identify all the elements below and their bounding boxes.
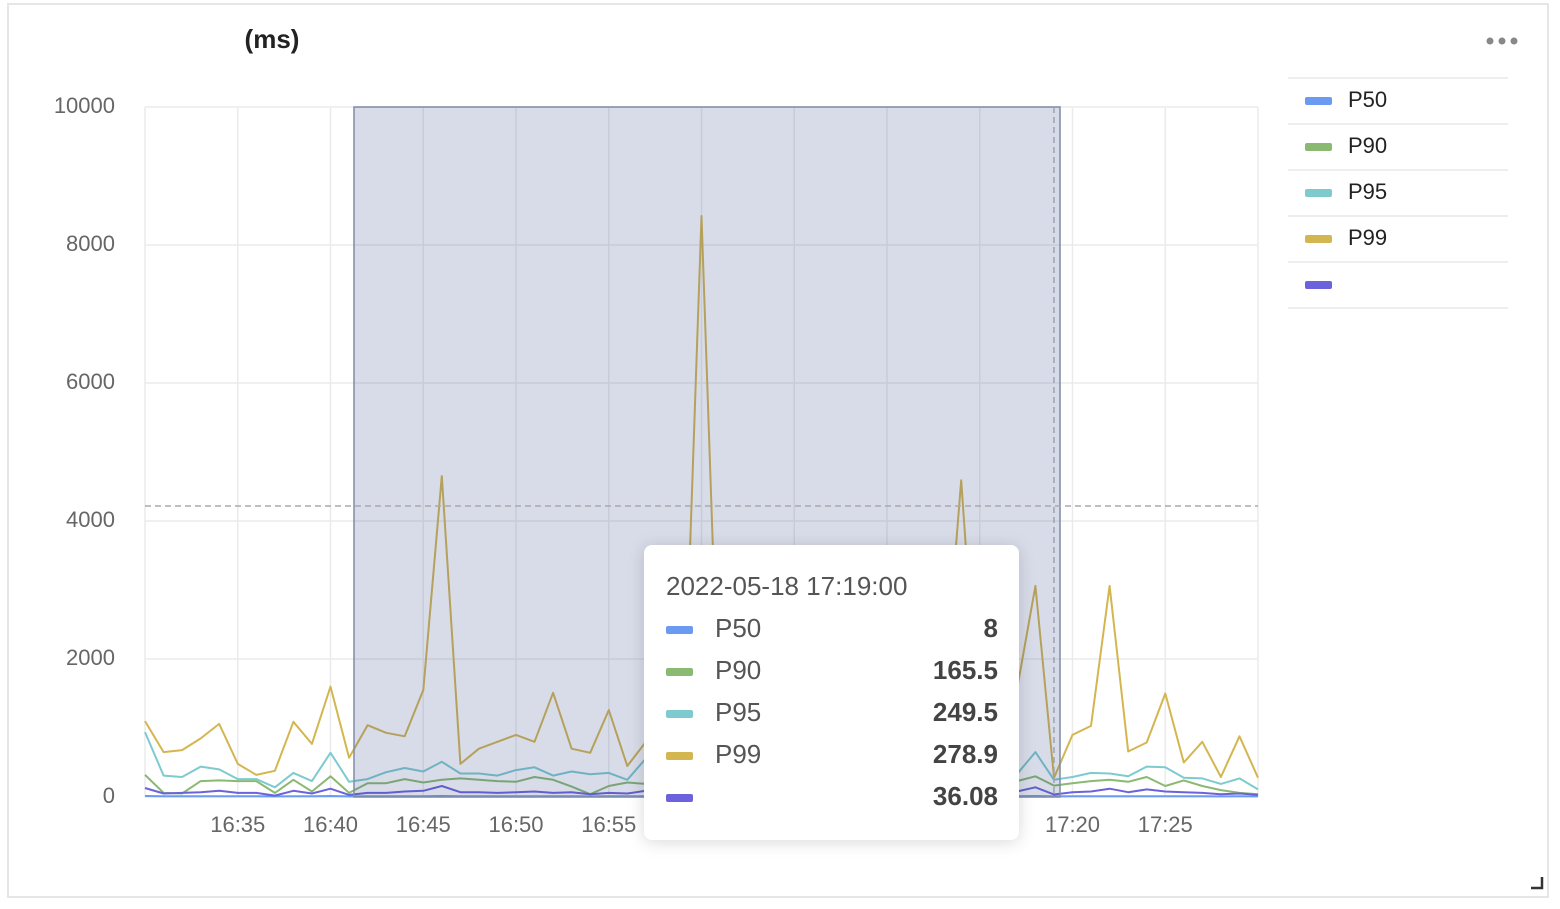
- tooltip-label: P95: [715, 697, 761, 727]
- tooltip-value: 8: [984, 613, 998, 643]
- series-line: [144, 215, 1259, 779]
- resize-handle[interactable]: [1531, 877, 1544, 890]
- legend-label: P99: [1348, 225, 1387, 250]
- tooltip: 2022-05-18 17:19:00 P50 8 P90 165.5 P95 249.5…: [644, 545, 1019, 840]
- tooltip-value: 36.08: [933, 781, 998, 811]
- tooltip-value: 249.5: [933, 697, 998, 727]
- tooltip-label: P50: [715, 613, 761, 643]
- y-tick-label: 10000: [54, 93, 115, 118]
- legend-label: P50: [1348, 87, 1387, 112]
- legend-label: P90: [1348, 133, 1387, 158]
- tooltip-box: [644, 545, 1019, 840]
- legend-swatch: [1305, 281, 1332, 289]
- tooltip-swatch: [666, 794, 693, 802]
- legend-swatch: [1305, 189, 1332, 197]
- tooltip-value: 165.5: [933, 655, 998, 685]
- tooltip-label: P99: [715, 739, 761, 769]
- legend-swatch: [1305, 97, 1332, 105]
- x-tick-label: 16:35: [210, 812, 265, 837]
- y-tick-label: 4000: [66, 507, 115, 532]
- tooltip-label: P90: [715, 655, 761, 685]
- tooltip-title: 2022-05-18 17:19:00: [666, 571, 907, 601]
- x-tick-label: 16:55: [581, 812, 636, 837]
- legend-swatch: [1305, 235, 1332, 243]
- tooltip-swatch: [666, 752, 693, 760]
- y-tick-label: 0: [103, 783, 115, 808]
- tooltip-swatch: [666, 710, 693, 718]
- tooltip-swatch: [666, 626, 693, 634]
- chart-title: (ms): [245, 24, 300, 54]
- x-tick-label: 17:25: [1138, 812, 1193, 837]
- tooltip-value: 278.9: [933, 739, 998, 769]
- legend: P50 P90 P95 P99: [1288, 77, 1508, 309]
- more-menu[interactable]: [1486, 37, 1518, 45]
- x-tick-label: 16:40: [303, 812, 358, 837]
- x-tick-label: 17:20: [1045, 812, 1100, 837]
- y-tick-label: 8000: [66, 231, 115, 256]
- y-tick-label: 6000: [66, 369, 115, 394]
- y-tick-label: 2000: [66, 645, 115, 670]
- tooltip-swatch: [666, 668, 693, 676]
- legend-label: P95: [1348, 179, 1387, 204]
- legend-swatch: [1305, 143, 1332, 151]
- x-tick-label: 16:45: [396, 812, 451, 837]
- x-tick-label: 16:50: [488, 812, 543, 837]
